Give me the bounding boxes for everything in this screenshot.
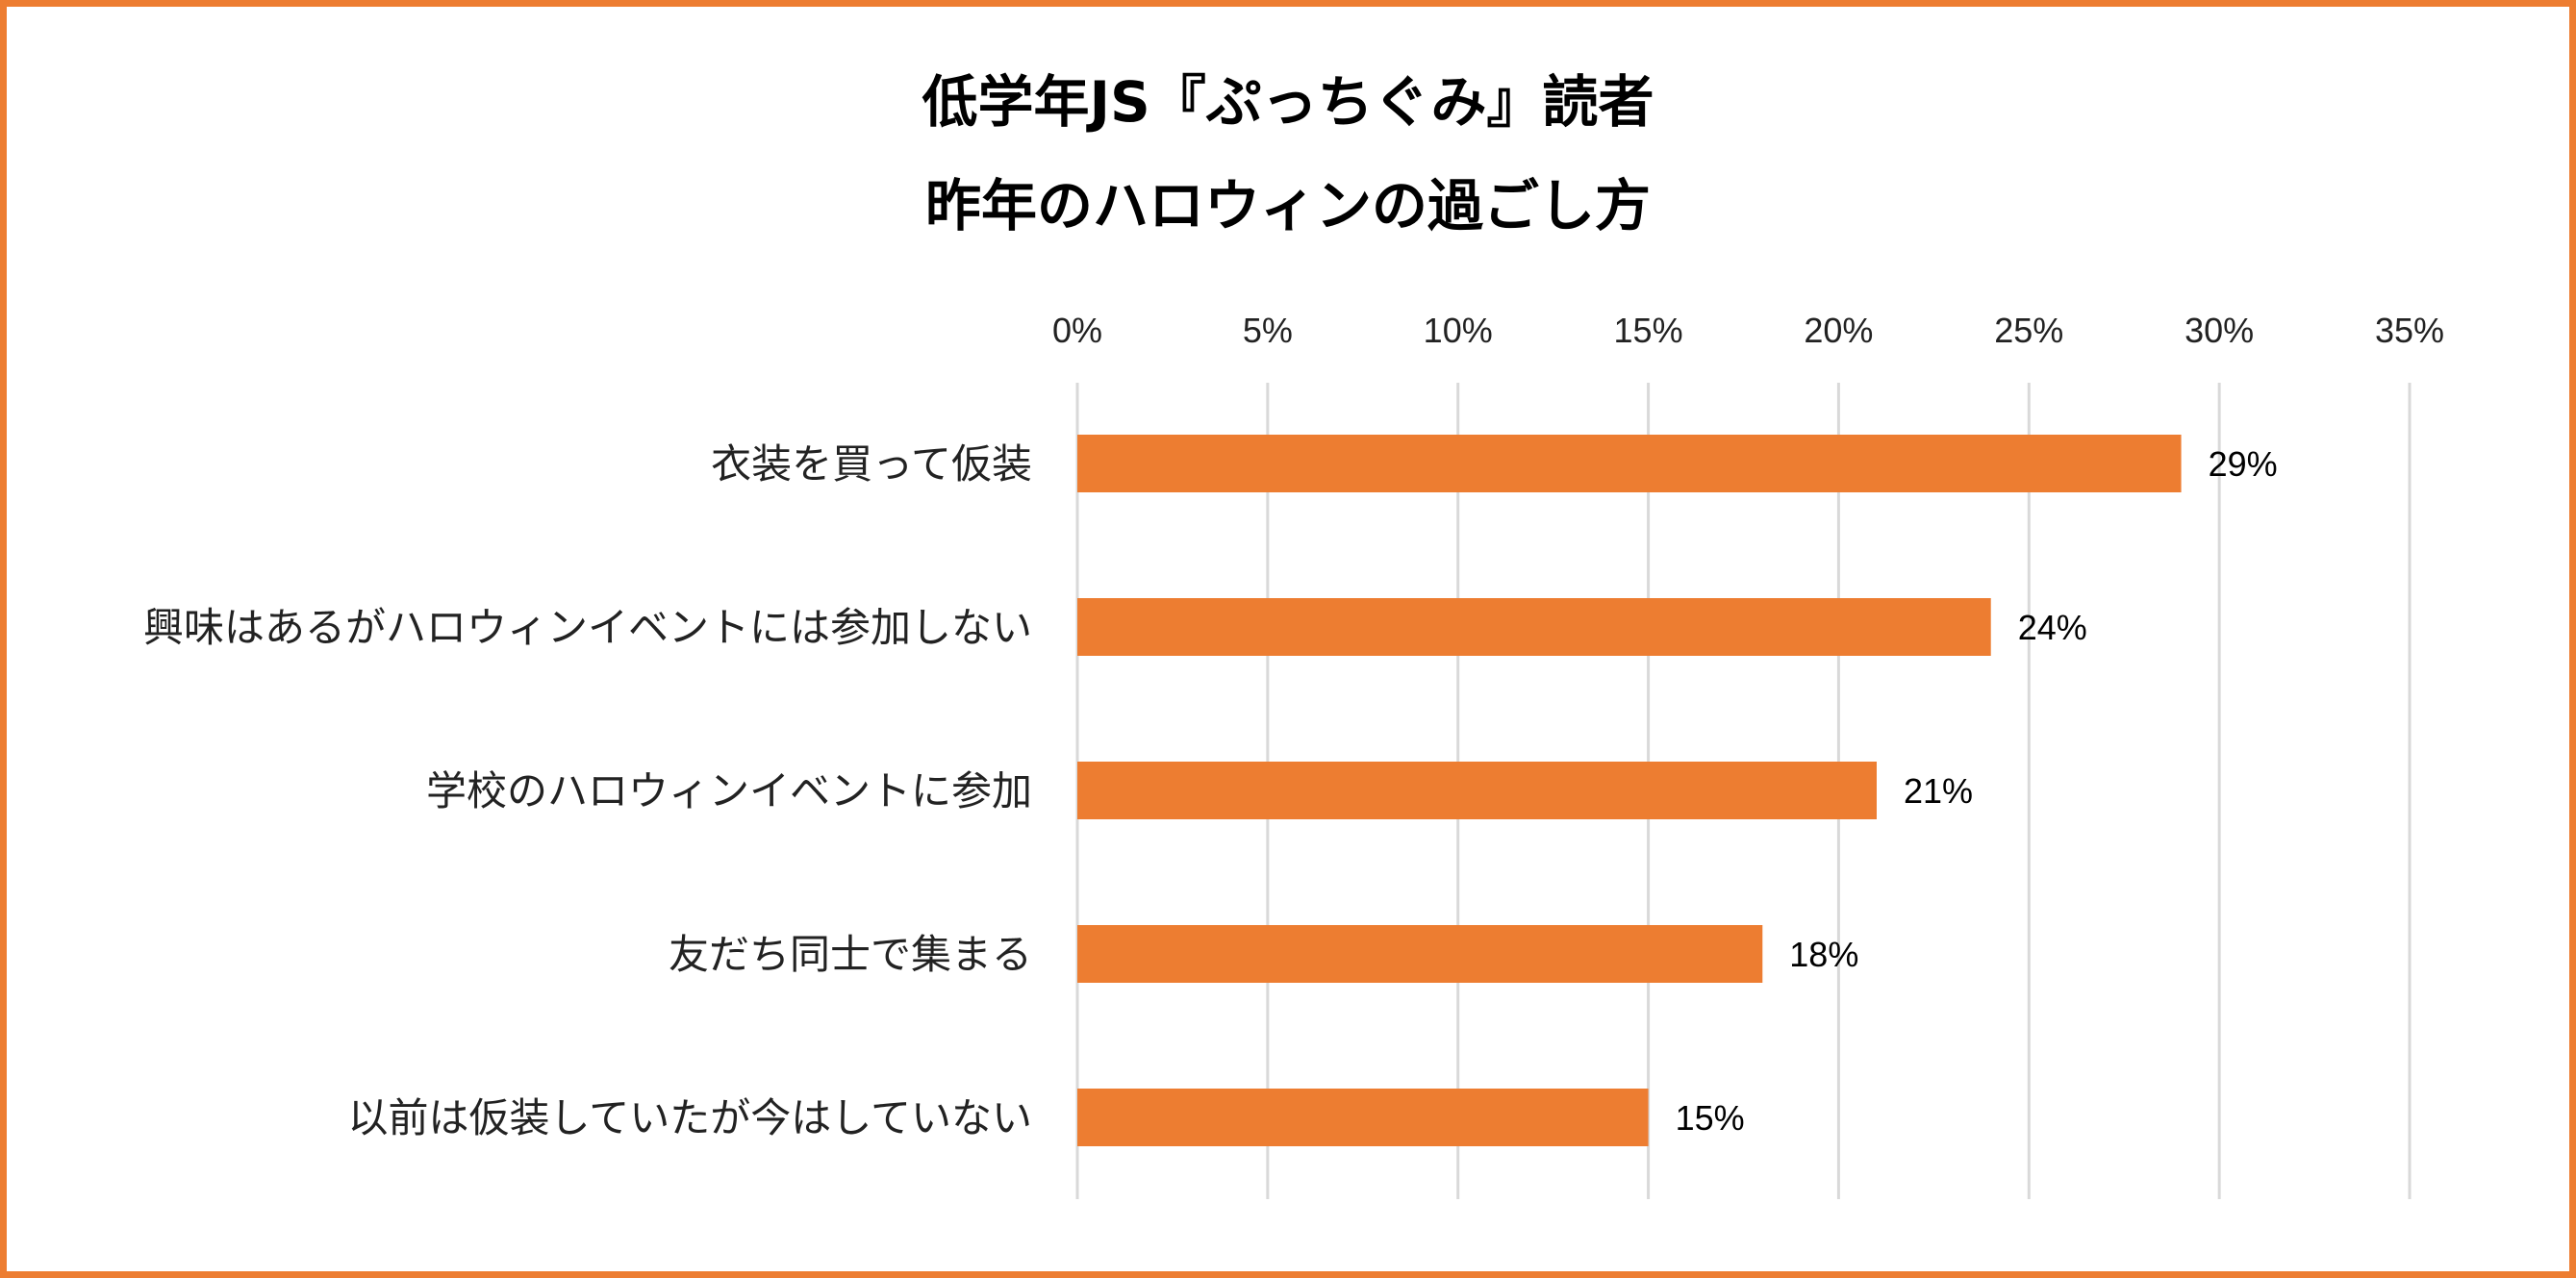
x-tick-label: 20% bbox=[1804, 311, 1873, 350]
bar bbox=[1077, 1089, 1649, 1146]
data-label: 15% bbox=[1676, 1098, 1745, 1138]
data-label: 18% bbox=[1789, 935, 1858, 974]
x-axis-tick-labels: 0% 5% 10% 15% 20% 25% 30% 35% bbox=[1052, 311, 2444, 350]
x-tick-label: 10% bbox=[1424, 311, 1493, 350]
category-label: 友だち同士で集まる bbox=[669, 931, 1032, 978]
bar bbox=[1077, 435, 2182, 492]
x-tick-label: 35% bbox=[2375, 311, 2444, 350]
x-tick-label: 25% bbox=[1994, 311, 2063, 350]
category-label: 衣装を買って仮装 bbox=[711, 440, 1032, 488]
bars bbox=[1077, 435, 2182, 1146]
bar bbox=[1077, 762, 1877, 819]
bar bbox=[1077, 598, 1991, 656]
chart-title-line-2: 昨年のハロウィンの過ごし方 bbox=[924, 173, 1651, 238]
x-tick-label: 15% bbox=[1614, 311, 1683, 350]
chart-title: 低学年JS『ぷっちぐみ』読者 昨年のハロウィンの過ごし方 bbox=[0, 50, 2576, 258]
data-label: 24% bbox=[2018, 608, 2087, 647]
chart-title-line-1: 低学年JS『ぷっちぐみ』読者 bbox=[922, 69, 1654, 135]
category-label: 学校のハロウィンイベントに参加 bbox=[426, 767, 1032, 814]
category-label: 以前は仮装していたが今はしていない bbox=[348, 1094, 1032, 1141]
data-label: 29% bbox=[2209, 444, 2278, 484]
category-labels: 衣装を買って仮装興味はあるがハロウィンイベントには参加しない学校のハロウィンイベ… bbox=[143, 440, 1032, 1141]
bar bbox=[1077, 925, 1763, 983]
category-label: 興味はあるがハロウィンイベントには参加しない bbox=[143, 604, 1032, 651]
x-tick-label: 0% bbox=[1052, 311, 1102, 350]
x-tick-label: 5% bbox=[1243, 311, 1293, 350]
x-tick-label: 30% bbox=[2185, 311, 2254, 350]
data-label: 21% bbox=[1904, 771, 1973, 811]
data-labels: 29% 24% 21% 18% 15% bbox=[1676, 444, 2278, 1138]
